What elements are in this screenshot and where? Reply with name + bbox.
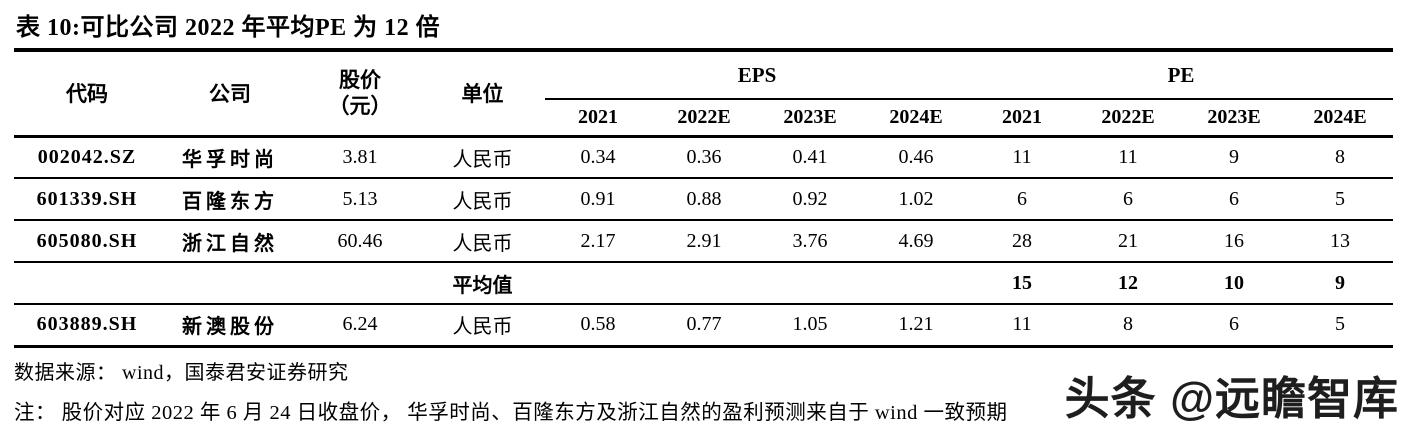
cell-pe-2023e: 16 bbox=[1181, 220, 1288, 263]
cell-price: 6.24 bbox=[300, 304, 420, 348]
cell-pe-2021: 28 bbox=[969, 220, 1076, 263]
header-pe-2021: 2021 bbox=[969, 99, 1076, 138]
cell-empty bbox=[651, 262, 757, 305]
cell-company: 浙江自然 bbox=[160, 220, 300, 263]
cell-eps-2021: 0.91 bbox=[545, 178, 651, 221]
cell-pe-2024e: 8 bbox=[1287, 136, 1394, 179]
cell-unit: 人民币 bbox=[420, 178, 545, 221]
cell-unit: 人民币 bbox=[420, 304, 545, 348]
header-price-line1: 股价 bbox=[339, 68, 381, 92]
cell-price: 5.13 bbox=[300, 178, 420, 221]
cell-eps-2022e: 0.36 bbox=[651, 136, 757, 179]
cell-pe-2022e: 6 bbox=[1075, 178, 1182, 221]
header-pe-group: PE bbox=[969, 52, 1394, 100]
header-eps-2022e: 2022E bbox=[651, 99, 757, 138]
watermark: 头条 @远瞻智库 bbox=[1064, 373, 1399, 424]
cell-pe-2021: 6 bbox=[969, 178, 1076, 221]
data-source: 数据来源： wind，国泰君安证券研究 bbox=[14, 361, 349, 384]
group-header-row: 代码 公司 股价 （元） 单位 EPS PE bbox=[14, 52, 1394, 138]
table-row: 603889.SH 新澳股份 6.24 人民币 0.58 0.77 1.05 1… bbox=[14, 304, 1394, 348]
header-code: 代码 bbox=[14, 52, 160, 138]
cell-company: 华孚时尚 bbox=[160, 136, 300, 179]
cell-pe-2024e: 13 bbox=[1287, 220, 1394, 263]
cell-eps-2021: 2.17 bbox=[545, 220, 651, 263]
cell-eps-2022e: 0.88 bbox=[651, 178, 757, 221]
average-row: 平均值 15 12 10 9 bbox=[14, 262, 1394, 305]
cell-average-label: 平均值 bbox=[420, 262, 545, 305]
cell-pe-2022e: 11 bbox=[1075, 136, 1182, 179]
cell-avg-pe-2023e: 10 bbox=[1181, 262, 1288, 305]
cell-eps-2021: 0.58 bbox=[545, 304, 651, 348]
cell-eps-2023e: 0.92 bbox=[757, 178, 863, 221]
cell-unit: 人民币 bbox=[420, 220, 545, 263]
header-pe-2022e: 2022E bbox=[1075, 99, 1182, 138]
cell-eps-2024e: 1.21 bbox=[863, 304, 970, 348]
header-unit: 单位 bbox=[420, 52, 545, 138]
cell-eps-2024e: 0.46 bbox=[863, 136, 970, 179]
cell-empty bbox=[14, 262, 160, 305]
cell-empty bbox=[863, 262, 970, 305]
cell-empty bbox=[300, 262, 420, 305]
cell-pe-2024e: 5 bbox=[1287, 178, 1394, 221]
cell-eps-2023e: 0.41 bbox=[757, 136, 863, 179]
cell-company: 新澳股份 bbox=[160, 304, 300, 348]
cell-empty bbox=[757, 262, 863, 305]
header-eps-2023e: 2023E bbox=[757, 99, 863, 138]
comparable-companies-table: 代码 公司 股价 （元） 单位 EPS PE 2021 2022E 2023E … bbox=[14, 52, 1394, 348]
cell-price: 60.46 bbox=[300, 220, 420, 263]
header-pe-2024e: 2024E bbox=[1287, 99, 1394, 138]
cell-avg-pe-2024e: 9 bbox=[1287, 262, 1394, 305]
cell-unit: 人民币 bbox=[420, 136, 545, 179]
header-pe-2023e: 2023E bbox=[1181, 99, 1288, 138]
cell-pe-2022e: 21 bbox=[1075, 220, 1182, 263]
header-eps-2024e: 2024E bbox=[863, 99, 970, 138]
cell-pe-2023e: 6 bbox=[1181, 178, 1288, 221]
cell-code: 603889.SH bbox=[14, 304, 160, 348]
table-row: 605080.SH 浙江自然 60.46 人民币 2.17 2.91 3.76 … bbox=[14, 220, 1394, 263]
table-title: 表 10:可比公司 2022 年平均PE 为 12 倍 bbox=[14, 0, 1393, 52]
header-company: 公司 bbox=[160, 52, 300, 138]
cell-eps-2022e: 0.77 bbox=[651, 304, 757, 348]
cell-pe-2022e: 8 bbox=[1075, 304, 1182, 348]
cell-price: 3.81 bbox=[300, 136, 420, 179]
cell-eps-2022e: 2.91 bbox=[651, 220, 757, 263]
cell-code: 002042.SZ bbox=[14, 136, 160, 179]
cell-pe-2024e: 5 bbox=[1287, 304, 1394, 348]
cell-empty bbox=[160, 262, 300, 305]
cell-code: 601339.SH bbox=[14, 178, 160, 221]
header-price-line2: （元） bbox=[328, 94, 392, 119]
header-price: 股价 （元） bbox=[300, 52, 420, 138]
cell-avg-pe-2022e: 12 bbox=[1075, 262, 1182, 305]
cell-company: 百隆东方 bbox=[160, 178, 300, 221]
cell-empty bbox=[545, 262, 651, 305]
years-header-row: 2021 2022E 2023E 2024E 2021 2022E 2023E … bbox=[14, 99, 1394, 138]
cell-pe-2023e: 6 bbox=[1181, 304, 1288, 348]
header-eps-2021: 2021 bbox=[545, 99, 651, 138]
table-row: 601339.SH 百隆东方 5.13 人民币 0.91 0.88 0.92 1… bbox=[14, 178, 1394, 221]
table-row: 002042.SZ 华孚时尚 3.81 人民币 0.34 0.36 0.41 0… bbox=[14, 136, 1394, 179]
cell-eps-2023e: 1.05 bbox=[757, 304, 863, 348]
cell-pe-2021: 11 bbox=[969, 136, 1076, 179]
cell-pe-2023e: 9 bbox=[1181, 136, 1288, 179]
cell-avg-pe-2021: 15 bbox=[969, 262, 1076, 305]
cell-eps-2021: 0.34 bbox=[545, 136, 651, 179]
cell-code: 605080.SH bbox=[14, 220, 160, 263]
cell-eps-2023e: 3.76 bbox=[757, 220, 863, 263]
cell-pe-2021: 11 bbox=[969, 304, 1076, 348]
footnote: 注： 股价对应 2022 年 6 月 24 日收盘价， 华孚时尚、百隆东方及浙江… bbox=[14, 401, 1008, 424]
cell-eps-2024e: 4.69 bbox=[863, 220, 970, 263]
cell-eps-2024e: 1.02 bbox=[863, 178, 970, 221]
header-eps-group: EPS bbox=[545, 52, 970, 100]
